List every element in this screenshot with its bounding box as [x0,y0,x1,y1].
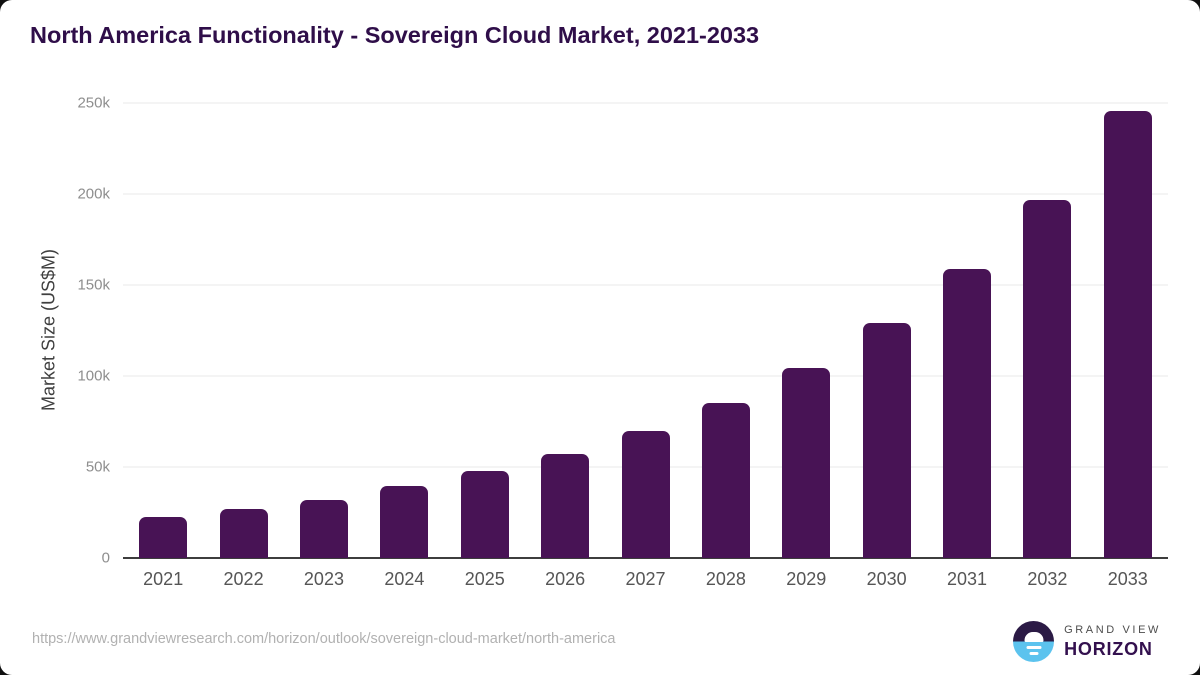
grandview-horizon-logo: GRAND VIEW HORIZON [1013,621,1161,662]
horizon-logo-icon [1013,621,1055,662]
gridline-100k [123,375,1168,377]
x-axis-line [123,557,1168,559]
bar-2032 [1023,200,1072,558]
bar-2027 [621,430,670,558]
y-tick-label-250k: 250k [77,94,110,112]
x-tick-label-2030: 2030 [866,569,907,589]
bar-2026 [541,454,590,558]
x-tick-label-2023: 2023 [303,569,344,589]
y-tick-label-150k: 150k [77,276,110,294]
logo-grand-view-label: GRAND VIEW [1064,624,1161,636]
y-tick-label-50k: 50k [85,458,110,476]
logo-horizon-line-2 [1029,651,1039,655]
x-tick-label-2026: 2026 [545,569,586,589]
bar-chart-plot-area: 0 50k 100k 150k 200k 250k 2021 2022 2023 2024 2025… [77,95,1168,589]
y-tick-label-200k: 200k [77,185,110,203]
gridline-200k [123,193,1168,195]
logo-horizon-line-1 [1026,645,1042,649]
bar-2023 [299,499,348,558]
x-tick-label-2022: 2022 [223,569,264,589]
x-tick-label-2033: 2033 [1107,569,1148,589]
gridline-250k [123,102,1168,104]
x-tick-label-2025: 2025 [464,569,505,589]
bar-2030 [862,323,911,558]
y-axis-title: Market Size (US$M) [38,248,59,412]
bar-2029 [782,367,831,558]
x-tick-label-2028: 2028 [705,569,746,589]
x-tick-label-2029: 2029 [786,569,827,589]
bar-2028 [701,402,750,558]
x-tick-label-2024: 2024 [384,569,425,589]
logo-text: GRAND VIEW HORIZON [1064,624,1161,659]
x-tick-label-2027: 2027 [625,569,666,589]
y-tick-label-100k: 100k [77,367,110,385]
gridline-150k [123,284,1168,286]
x-tick-label-2031: 2031 [947,569,988,589]
y-tick-label-0: 0 [101,549,110,567]
bar-2025 [460,471,509,558]
logo-horizon-label: HORIZON [1064,639,1153,659]
logo-sun-dome [1024,632,1044,642]
bar-2022 [219,508,268,558]
x-tick-label-2021: 2021 [143,569,184,589]
source-url: https://www.grandviewresearch.com/horizo… [32,631,616,647]
bar-2033 [1103,110,1152,558]
bar-2021 [139,517,188,558]
x-tick-label-2032: 2032 [1027,569,1068,589]
bar-2031 [943,269,992,558]
chart-title: North America Functionality - Sovereign … [30,22,760,48]
bar-2024 [380,485,429,558]
